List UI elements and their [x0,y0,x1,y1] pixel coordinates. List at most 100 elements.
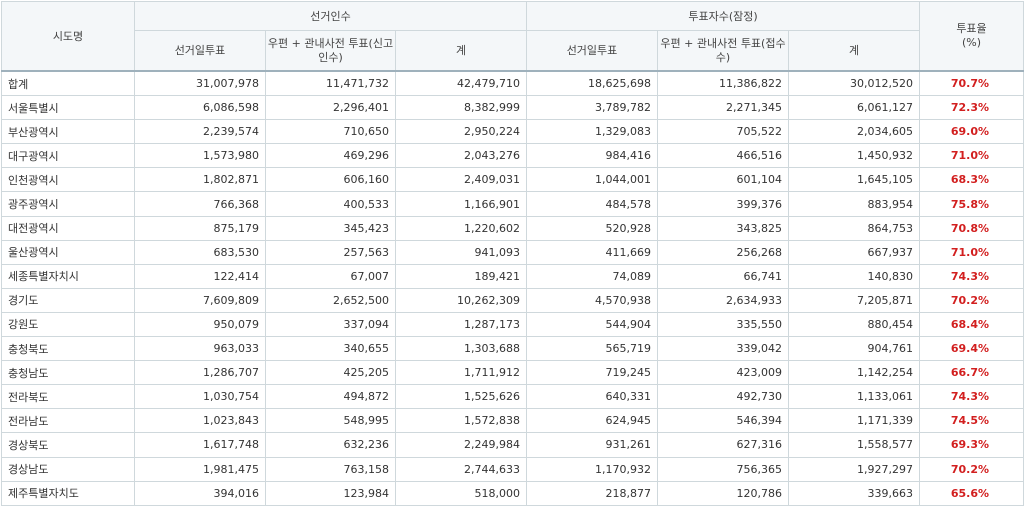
turnout-rate-cell: 70.2% [919,287,1024,313]
electors-election-day-cell: 683,530 [134,239,266,265]
electors-mail-pre-cell: 710,650 [265,119,396,145]
voters-total-cell: 880,454 [788,311,920,338]
voters-mail-pre-cell: 423,009 [657,360,789,386]
electors-election-day-cell: 6,086,598 [134,95,266,121]
turnout-rate-cell: 68.4% [919,311,1024,338]
voters-mail-pre-cell: 466,516 [657,143,789,169]
electors-mail-pre-cell: 469,296 [265,143,396,169]
voters-total-cell: 1,645,105 [788,167,920,193]
voters-election-day-cell: 218,877 [526,480,658,506]
voters-mail-pre-cell: 343,825 [657,215,789,241]
electors-total-cell: 1,711,912 [395,360,527,386]
electors-mail-pre-cell: 632,236 [265,432,396,458]
electors-total-cell: 8,382,999 [395,95,527,121]
voters-mail-pre-cell: 546,394 [657,408,789,434]
region-cell: 제주특별자치도 [1,480,135,506]
electors-total-cell: 1,303,688 [395,336,527,362]
voters-total-cell: 1,927,297 [788,456,920,482]
voters-mail-pre-cell: 11,386,822 [657,70,789,97]
electors-election-day-cell: 963,033 [134,336,266,362]
electors-mail-pre-cell: 606,160 [265,167,396,193]
header-electors-mail-pre: 우편 + 관내사전 투표(신고인수) [265,30,396,72]
region-cell: 대구광역시 [1,143,135,169]
voters-total-cell: 7,205,871 [788,287,920,313]
header-turnout: 투표율 (%) [919,1,1024,72]
electors-election-day-cell: 1,573,980 [134,143,266,169]
electors-mail-pre-cell: 548,995 [265,408,396,434]
voters-election-day-cell: 984,416 [526,143,658,169]
voters-election-day-cell: 411,669 [526,239,658,265]
turnout-rate-cell: 74.3% [919,384,1024,410]
region-cell: 서울특별시 [1,95,135,121]
table-row: 충청남도 1,286,707 425,205 1,711,912 719,245 423,… [1,360,1024,386]
voters-election-day-cell: 74,089 [526,263,658,289]
header-electors-group: 선거인수 [134,1,527,31]
turnout-rate-cell: 75.8% [919,191,1024,217]
voters-total-cell: 1,558,577 [788,432,920,458]
region-cell: 강원도 [1,311,135,338]
electors-mail-pre-cell: 337,094 [265,311,396,338]
electors-total-cell: 1,572,838 [395,408,527,434]
header-turnout-label: 투표율 [956,22,987,35]
header-electors-total: 계 [395,30,527,72]
voters-total-cell: 339,663 [788,480,920,506]
region-cell: 충청북도 [1,336,135,362]
voters-total-cell: 883,954 [788,191,920,217]
electors-total-cell: 42,479,710 [395,70,527,97]
electors-mail-pre-cell: 2,296,401 [265,95,396,121]
turnout-rate-cell: 69.0% [919,119,1024,145]
voters-total-cell: 1,142,254 [788,360,920,386]
region-cell: 경상남도 [1,456,135,482]
voters-total-cell: 904,761 [788,336,920,362]
voters-total-cell: 1,133,061 [788,384,920,410]
electors-election-day-cell: 1,286,707 [134,360,266,386]
electors-mail-pre-cell: 494,872 [265,384,396,410]
electors-mail-pre-cell: 425,205 [265,360,396,386]
voters-total-cell: 1,171,339 [788,408,920,434]
table-row: 강원도 950,079 337,094 1,287,173 544,904 335,550… [1,311,1024,338]
turnout-rate-cell: 71.0% [919,239,1024,265]
table-row: 경상북도 1,617,748 632,236 2,249,984 931,261 627,… [1,432,1024,458]
voters-election-day-cell: 1,170,932 [526,456,658,482]
electors-total-cell: 941,093 [395,239,527,265]
electors-election-day-cell: 1,802,871 [134,167,266,193]
voters-mail-pre-cell: 120,786 [657,480,789,506]
electors-mail-pre-cell: 67,007 [265,263,396,289]
table-row: 부산광역시 2,239,574 710,650 2,950,224 1,329,083 7… [1,119,1024,145]
table-row: 대전광역시 875,179 345,423 1,220,602 520,928 343,8… [1,215,1024,241]
turnout-rate-cell: 70.2% [919,456,1024,482]
table-row: 전라북도 1,030,754 494,872 1,525,626 640,331 492,… [1,384,1024,410]
turnout-rate-cell: 71.0% [919,143,1024,169]
voters-election-day-cell: 1,044,001 [526,167,658,193]
electors-mail-pre-cell: 2,652,500 [265,287,396,313]
turnout-rate-cell: 69.3% [919,432,1024,458]
electors-total-cell: 1,525,626 [395,384,527,410]
electors-election-day-cell: 394,016 [134,480,266,506]
electors-election-day-cell: 31,007,978 [134,70,266,97]
electors-total-cell: 189,421 [395,263,527,289]
voters-mail-pre-cell: 601,104 [657,167,789,193]
region-cell: 전라남도 [1,408,135,434]
voters-election-day-cell: 1,329,083 [526,119,658,145]
electors-total-cell: 1,287,173 [395,311,527,338]
electors-election-day-cell: 1,023,843 [134,408,266,434]
turnout-rate-cell: 65.6% [919,480,1024,506]
table-header: 시도명 선거인수 투표자수(잠정) 투표율 (%) 선거일투표 우편 + 관내사… [1,1,1024,72]
electors-total-cell: 2,744,633 [395,456,527,482]
voters-election-day-cell: 4,570,938 [526,287,658,313]
turnout-rate-cell: 72.3% [919,95,1024,121]
voters-total-cell: 6,061,127 [788,95,920,121]
table-row-total: 합계 31,007,978 11,471,732 42,479,710 18,625,6… [1,70,1024,97]
header-voters-election-day: 선거일투표 [526,30,658,72]
voters-total-cell: 667,937 [788,239,920,265]
voters-election-day-cell: 520,928 [526,215,658,241]
turnout-rate-cell: 70.7% [919,70,1024,97]
table-row: 광주광역시 766,368 400,533 1,166,901 484,578 399,3… [1,191,1024,217]
turnout-rate-cell: 69.4% [919,336,1024,362]
voters-mail-pre-cell: 399,376 [657,191,789,217]
table-row: 서울특별시 6,086,598 2,296,401 8,382,999 3,789,78… [1,95,1024,121]
region-cell: 인천광역시 [1,167,135,193]
table-row: 세종특별자치시 122,414 67,007 189,421 74,089 66,741 1… [1,263,1024,289]
table-row: 전라남도 1,023,843 548,995 1,572,838 624,945 546,… [1,408,1024,434]
